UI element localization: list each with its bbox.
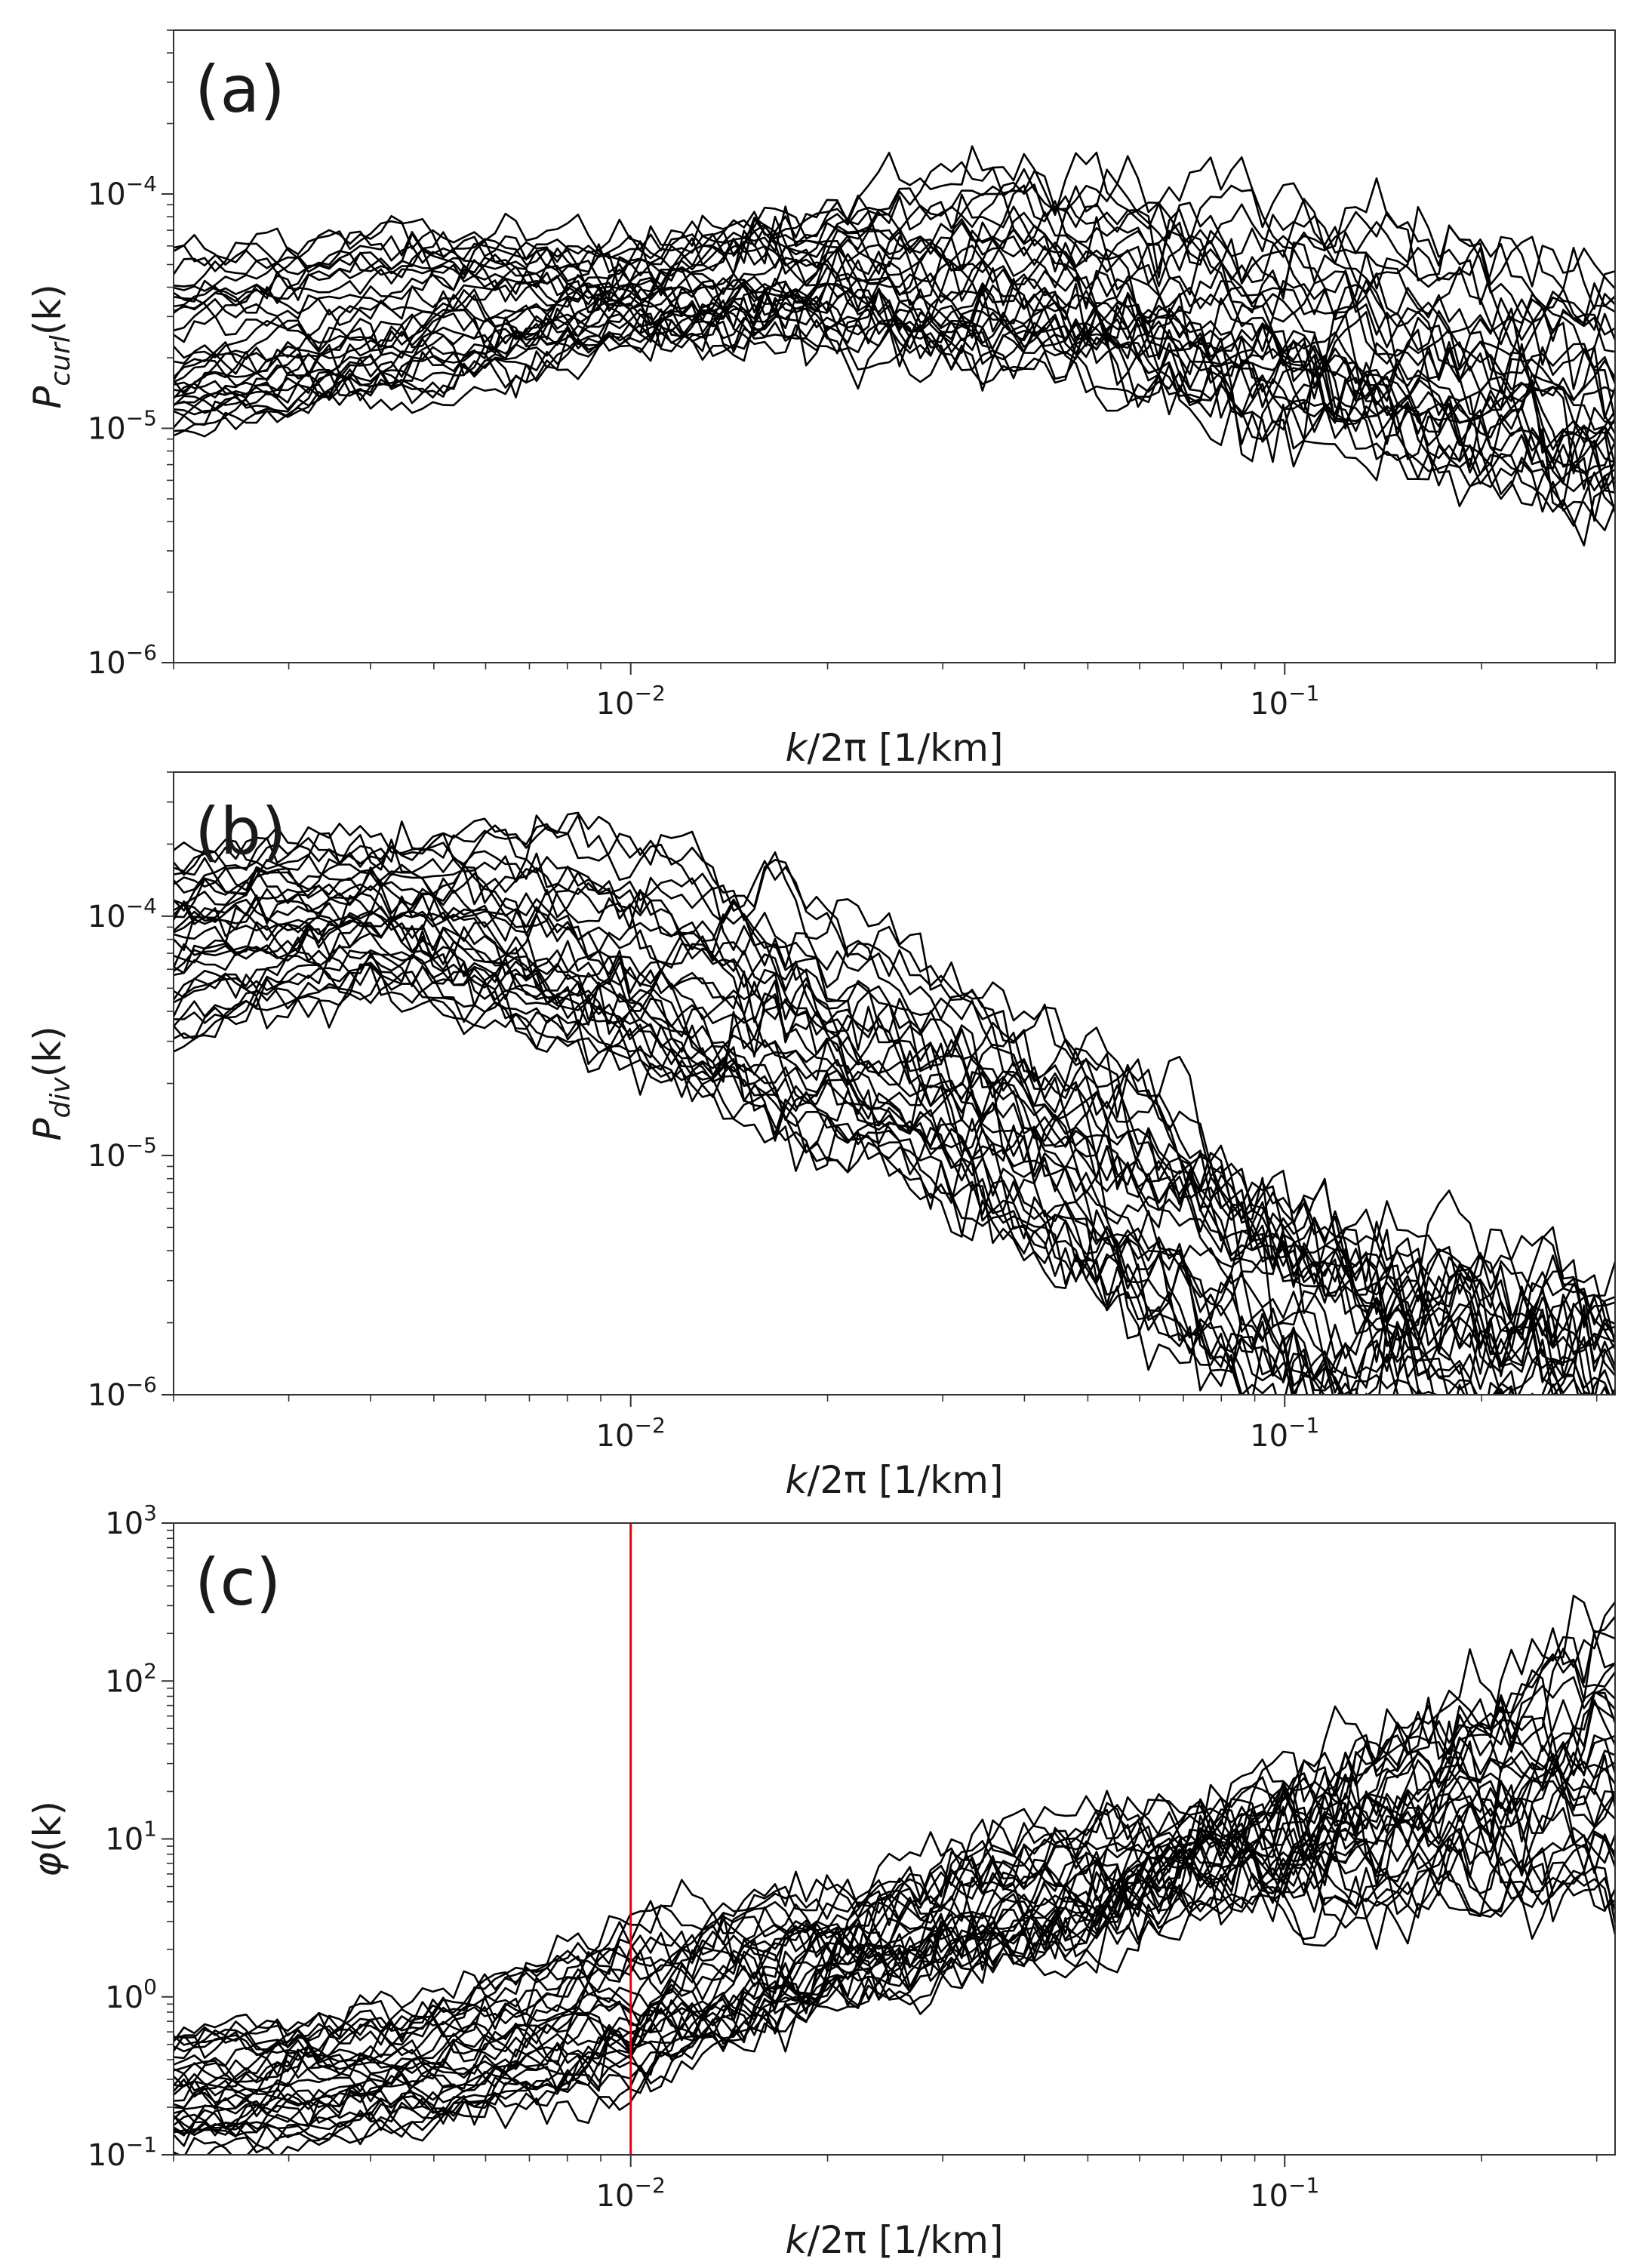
y-tick-label: 10−5: [88, 1133, 157, 1174]
y-tick-label: 10−4: [88, 894, 157, 934]
series-line: [174, 155, 1615, 325]
series-line: [174, 260, 1615, 417]
y-tick-label: 10−5: [88, 406, 157, 447]
series-line: [174, 964, 1536, 1395]
plot-frame: [173, 29, 1616, 663]
series-line: [174, 1663, 1615, 2096]
series-line: [174, 229, 1615, 371]
series-line: [174, 185, 1615, 357]
y-tick-label: 103: [105, 1500, 157, 1541]
series-line: [174, 919, 1615, 1377]
series-line: [174, 920, 1615, 1395]
y-tick-label: 100: [105, 1974, 157, 2015]
y-axis-label: Pcurl(k): [26, 284, 76, 409]
series-line: [174, 953, 1615, 1395]
x-tick-label: 10−2: [596, 1413, 666, 1454]
series-line: [174, 300, 1615, 513]
x-axis-label: k/2π [1/km]: [786, 2218, 1004, 2262]
series-line: [174, 1818, 1615, 2142]
series-line: [174, 1699, 1615, 2110]
series-line: [174, 145, 1615, 310]
plot-frame: [173, 1522, 1616, 2156]
series-line: [174, 1786, 1615, 2132]
series-line: [174, 201, 1615, 353]
series-line: [174, 1749, 1615, 2123]
y-axis-label: Pdiv(k): [26, 1026, 76, 1140]
panel-label: (a): [195, 52, 285, 128]
series-line: [174, 937, 1478, 1395]
series-line: [174, 909, 1583, 1395]
series-line: [174, 193, 1615, 420]
y-tick-label: 102: [105, 1658, 157, 1699]
series-line: [174, 1627, 1615, 2057]
y-tick-label: 101: [105, 1817, 157, 1857]
series-line: [174, 288, 1615, 522]
panel-a: 10−2 10−1 10−6 10−5 10−4 (a) k/2π [1/km] Pcurl(…: [26, 29, 1616, 770]
series-line: [174, 832, 1615, 1351]
series-line: [174, 1749, 1615, 2109]
panel-label: (c): [195, 1545, 281, 1620]
series-line: [174, 184, 1615, 341]
series-line: [174, 323, 1615, 531]
series-line: [174, 854, 1615, 1347]
panel-c: 10−2 10−1 10−1 100 101 102 103 (c) k/2π [1/km] φ(…: [26, 1500, 1616, 2262]
series-line: [174, 869, 1611, 1395]
series-line: [174, 965, 1368, 1395]
y-tick-label: 10−6: [88, 640, 157, 681]
x-tick-label: 10−2: [596, 681, 666, 722]
x-axis-label: k/2π [1/km]: [786, 1458, 1004, 1502]
panel-b: 10−2 10−1 10−6 10−5 10−4 (b) k/2π [1/km] Pdiv(k…: [26, 771, 1616, 1502]
series-line: [174, 229, 1615, 402]
series-line: [174, 963, 1503, 1395]
series-line: [174, 1760, 1615, 2123]
series-line: [174, 866, 1615, 1377]
series-line: [174, 168, 1615, 306]
panel-label: (b): [195, 794, 287, 869]
series-line: [174, 811, 1615, 1331]
series-group: [174, 1594, 1615, 2155]
series-line: [174, 1676, 1615, 2076]
x-axis-label: k/2π [1/km]: [786, 726, 1004, 770]
y-tick-label: 10−1: [88, 2132, 157, 2173]
series-line: [174, 1601, 1615, 2042]
y-axis-label: φ(k): [26, 1801, 69, 1877]
series-line: [174, 161, 1615, 334]
series-line: [174, 820, 1615, 1350]
x-tick-label: 10−1: [1250, 1413, 1319, 1454]
x-tick-label: 10−1: [1250, 2173, 1319, 2214]
x-tick-label: 10−1: [1250, 681, 1319, 722]
series-line: [174, 1802, 1615, 2137]
y-tick-label: 10−4: [88, 171, 157, 212]
series-line: [174, 1616, 1615, 2046]
series-line: [174, 1740, 1615, 2089]
y-tick-label: 10−6: [88, 1372, 157, 1413]
series-group: [174, 811, 1615, 1395]
series-line: [174, 961, 1354, 1395]
x-tick-label: 10−2: [596, 2173, 666, 2214]
series-line: [174, 949, 1554, 1395]
series-line: [174, 1744, 1615, 2098]
series-line: [174, 277, 1615, 493]
series-group: [174, 145, 1615, 547]
series-line: [174, 885, 1615, 1361]
series-line: [174, 814, 1615, 1326]
series-line: [174, 962, 1504, 1395]
series-line: [174, 239, 1615, 435]
series-line: [174, 832, 1615, 1352]
